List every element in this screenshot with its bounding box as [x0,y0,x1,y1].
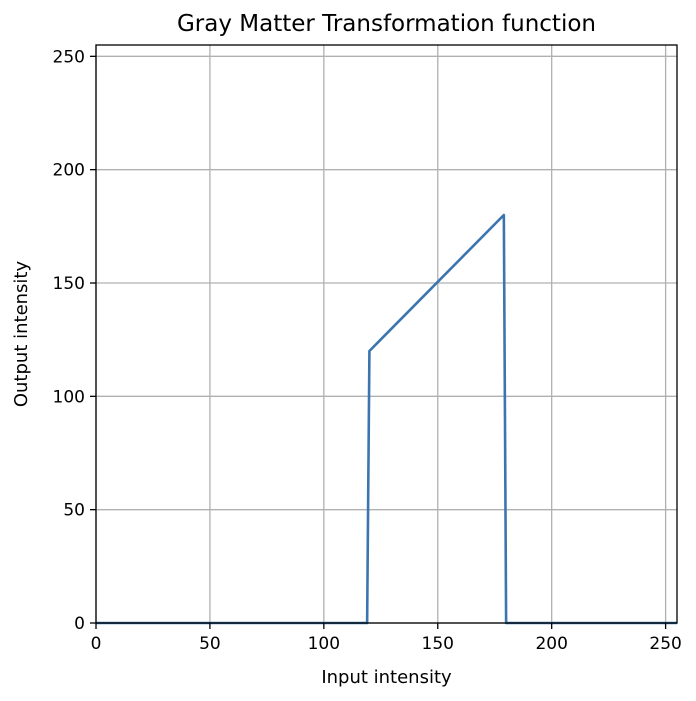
series-line [96,213,677,625]
y-tick-label: 100 [53,387,85,407]
tick-layer: 0 50 100 150 200 250 0 50 100 150 200 250 [53,47,682,654]
y-tick-label: 0 [74,614,85,634]
x-tick-label: 150 [422,634,454,654]
plot-frame [95,44,678,624]
x-tick-label: 100 [308,634,340,654]
chart-title: Gray Matter Transformation function [177,11,596,37]
y-tick-label: 200 [53,161,85,181]
grid-layer [95,45,677,624]
y-tick-label: 250 [53,47,85,67]
x-tick-label: 0 [91,634,102,654]
x-axis-label: Input intensity [321,667,452,688]
x-tick-label: 50 [199,634,221,654]
series-layer [96,213,677,625]
x-tick-label: 200 [535,634,567,654]
y-tick-label: 150 [53,274,85,294]
x-tick-label: 250 [649,634,681,654]
y-tick-label: 50 [63,501,85,521]
y-axis-label: Output intensity [11,261,32,408]
